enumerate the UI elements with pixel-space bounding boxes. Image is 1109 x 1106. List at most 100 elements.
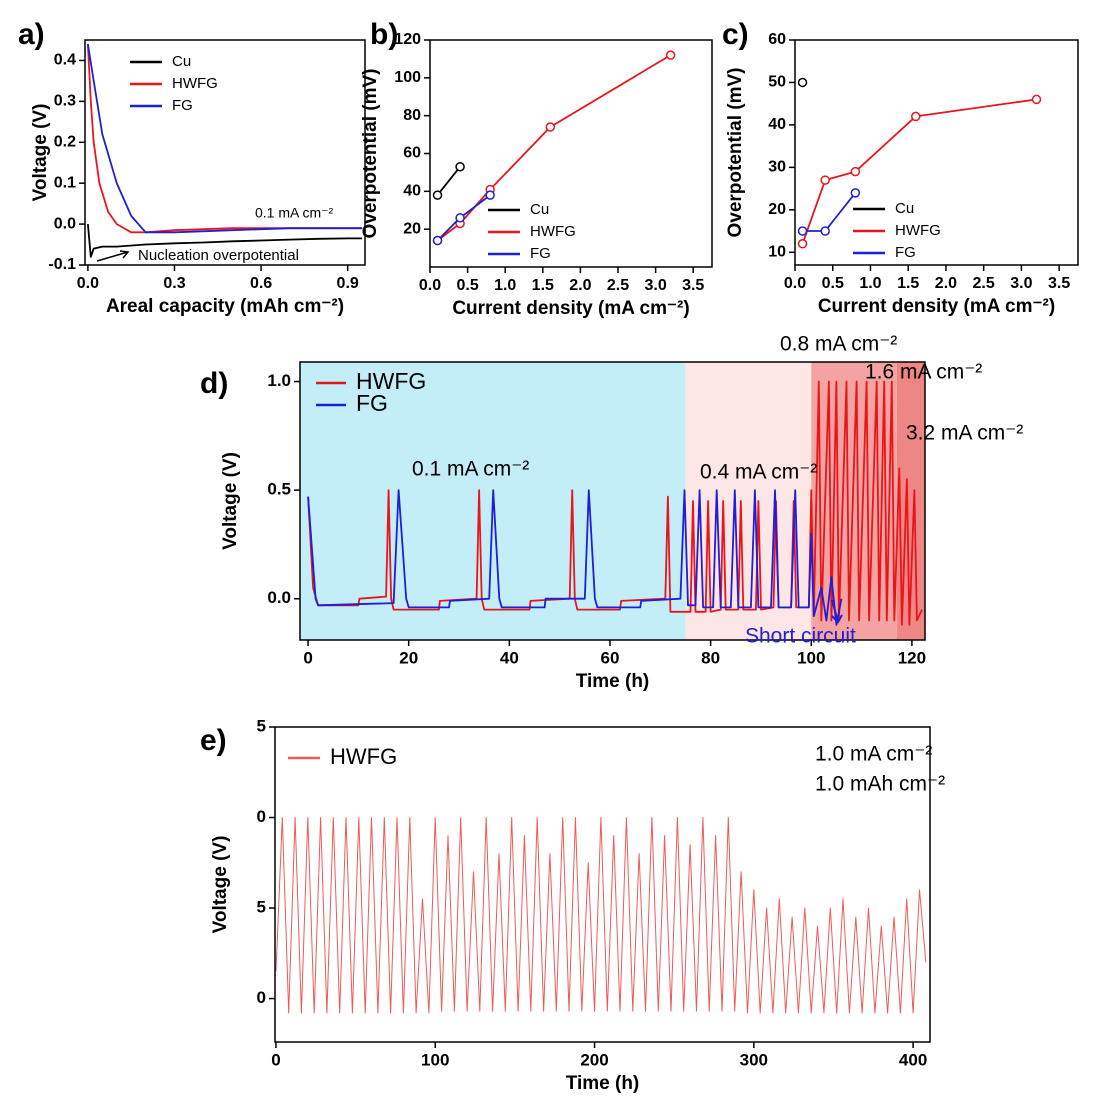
series-line [87,44,363,234]
marker [1031,94,1042,105]
series-line [87,43,363,234]
legend-label: HWFG [172,75,218,92]
x-tick-label: 0.9 [337,275,359,292]
x-axis-title: Time (h) [576,671,650,692]
x-tick-label: 0.6 [250,275,272,292]
x-tick-label: 40 [500,648,519,667]
legend-label: HWFG [895,222,941,239]
y-tick-label: 1.0 [267,371,291,390]
x-tick-label: 2.0 [935,275,957,292]
marker [797,77,808,88]
legend-label: HWFG [330,744,397,769]
x-tick-label: 400 [899,1050,927,1069]
y-tick-label: 30 [768,159,786,176]
x-tick-label: 0 [271,1050,280,1069]
x-tick-label: 0 [303,648,312,667]
x-tick-label: 3.0 [644,277,666,294]
series-line [802,192,857,232]
y-tick-label: 0.4 [54,52,76,69]
legend-label: Cu [895,200,914,217]
panel-letter: d) [200,367,228,400]
legend-label: FG [356,390,388,416]
legend-label: FG [895,244,916,261]
y-tick-label: 10 [768,243,786,260]
y-tick-label: 0 [257,807,266,826]
y-axis-title: Overpotential (mV) [360,69,381,239]
x-tick-label: 300 [740,1050,768,1069]
marker [850,166,861,177]
y-tick-label: 0.0 [54,215,76,232]
x-tick-label: 60 [601,648,620,667]
x-tick-label: 3.5 [1048,275,1070,292]
region [685,362,812,640]
annotation: 1.6 mA cm⁻² [865,361,982,384]
x-tick-label: 20 [399,648,418,667]
y-tick-label: 40 [403,183,421,200]
y-axis-title: Voltage (V) [30,104,51,202]
y-tick-label: 60 [768,31,786,48]
plot-frame [274,726,931,1043]
marker [797,226,808,236]
y-tick-label: 0.1 [54,174,76,191]
legend-label: FG [530,245,551,262]
y-tick-label: 0.5 [267,480,291,499]
x-tick-label: 2.0 [569,277,591,294]
y-tick-label: 120 [394,31,421,48]
panel-letter: b) [370,18,398,51]
y-tick-label: 0.0 [267,588,291,607]
y-tick-label: 50 [768,74,786,91]
y-tick-label: 60 [403,145,421,162]
marker [432,190,443,200]
x-tick-label: 0.0 [784,275,806,292]
plot-frame [299,361,926,641]
marker [432,235,443,246]
series-line [436,166,461,196]
y-tick-label: 20 [403,220,421,237]
x-tick-label: 1.0 [494,277,516,294]
x-tick-label: 1.5 [897,275,919,292]
y-tick-label: 0.2 [54,133,76,150]
legend-label: FG [172,97,193,114]
marker [820,175,830,185]
annotation: Nucleation overpotential [138,247,299,264]
marker [665,50,676,60]
marker [820,226,830,236]
panel-letter: a) [18,18,45,51]
legend-label: HWFG [530,223,576,240]
x-tick-label: 200 [580,1050,608,1069]
annotation: 0.1 mA cm⁻² [412,458,529,481]
y-tick-label: -0.1 [48,256,76,273]
x-tick-label: 1.5 [532,277,554,294]
marker [455,161,465,172]
annotation: 1.0 mAh cm⁻² [815,773,945,796]
marker [850,188,861,198]
x-tick-label: 0.3 [163,275,185,292]
annotation: 3.2 mA cm⁻² [906,422,1023,445]
marker [545,122,556,132]
y-axis-title: Overpotential (mV) [725,68,746,238]
legend-label: Cu [172,53,191,70]
plot-frame [794,39,1079,266]
y-tick-label: 100 [394,69,421,86]
y-tick-label: 80 [403,107,421,124]
x-axis-title: Areal capacity (mAh cm⁻²) [106,296,344,317]
marker [455,213,465,223]
annotation: Short circuit [745,625,856,648]
x-tick-label: 100 [797,648,825,667]
y-tick-label: 20 [768,201,786,218]
x-tick-label: 2.5 [973,275,995,292]
series-line [307,380,923,626]
marker [910,111,921,122]
y-tick-label: 0 [257,988,266,1007]
legend-label: HWFG [356,368,426,394]
y-axis-title: Voltage (V) [220,452,241,550]
marker [485,190,495,200]
annotation: 0.1 mA cm⁻² [255,205,334,221]
x-tick-label: 0.0 [77,275,99,292]
panel-letter: e) [200,724,227,757]
x-axis-title: Time (h) [566,1073,640,1094]
series-line [307,489,843,626]
plot-frame [429,39,713,268]
y-tick-label: 5 [257,898,266,917]
